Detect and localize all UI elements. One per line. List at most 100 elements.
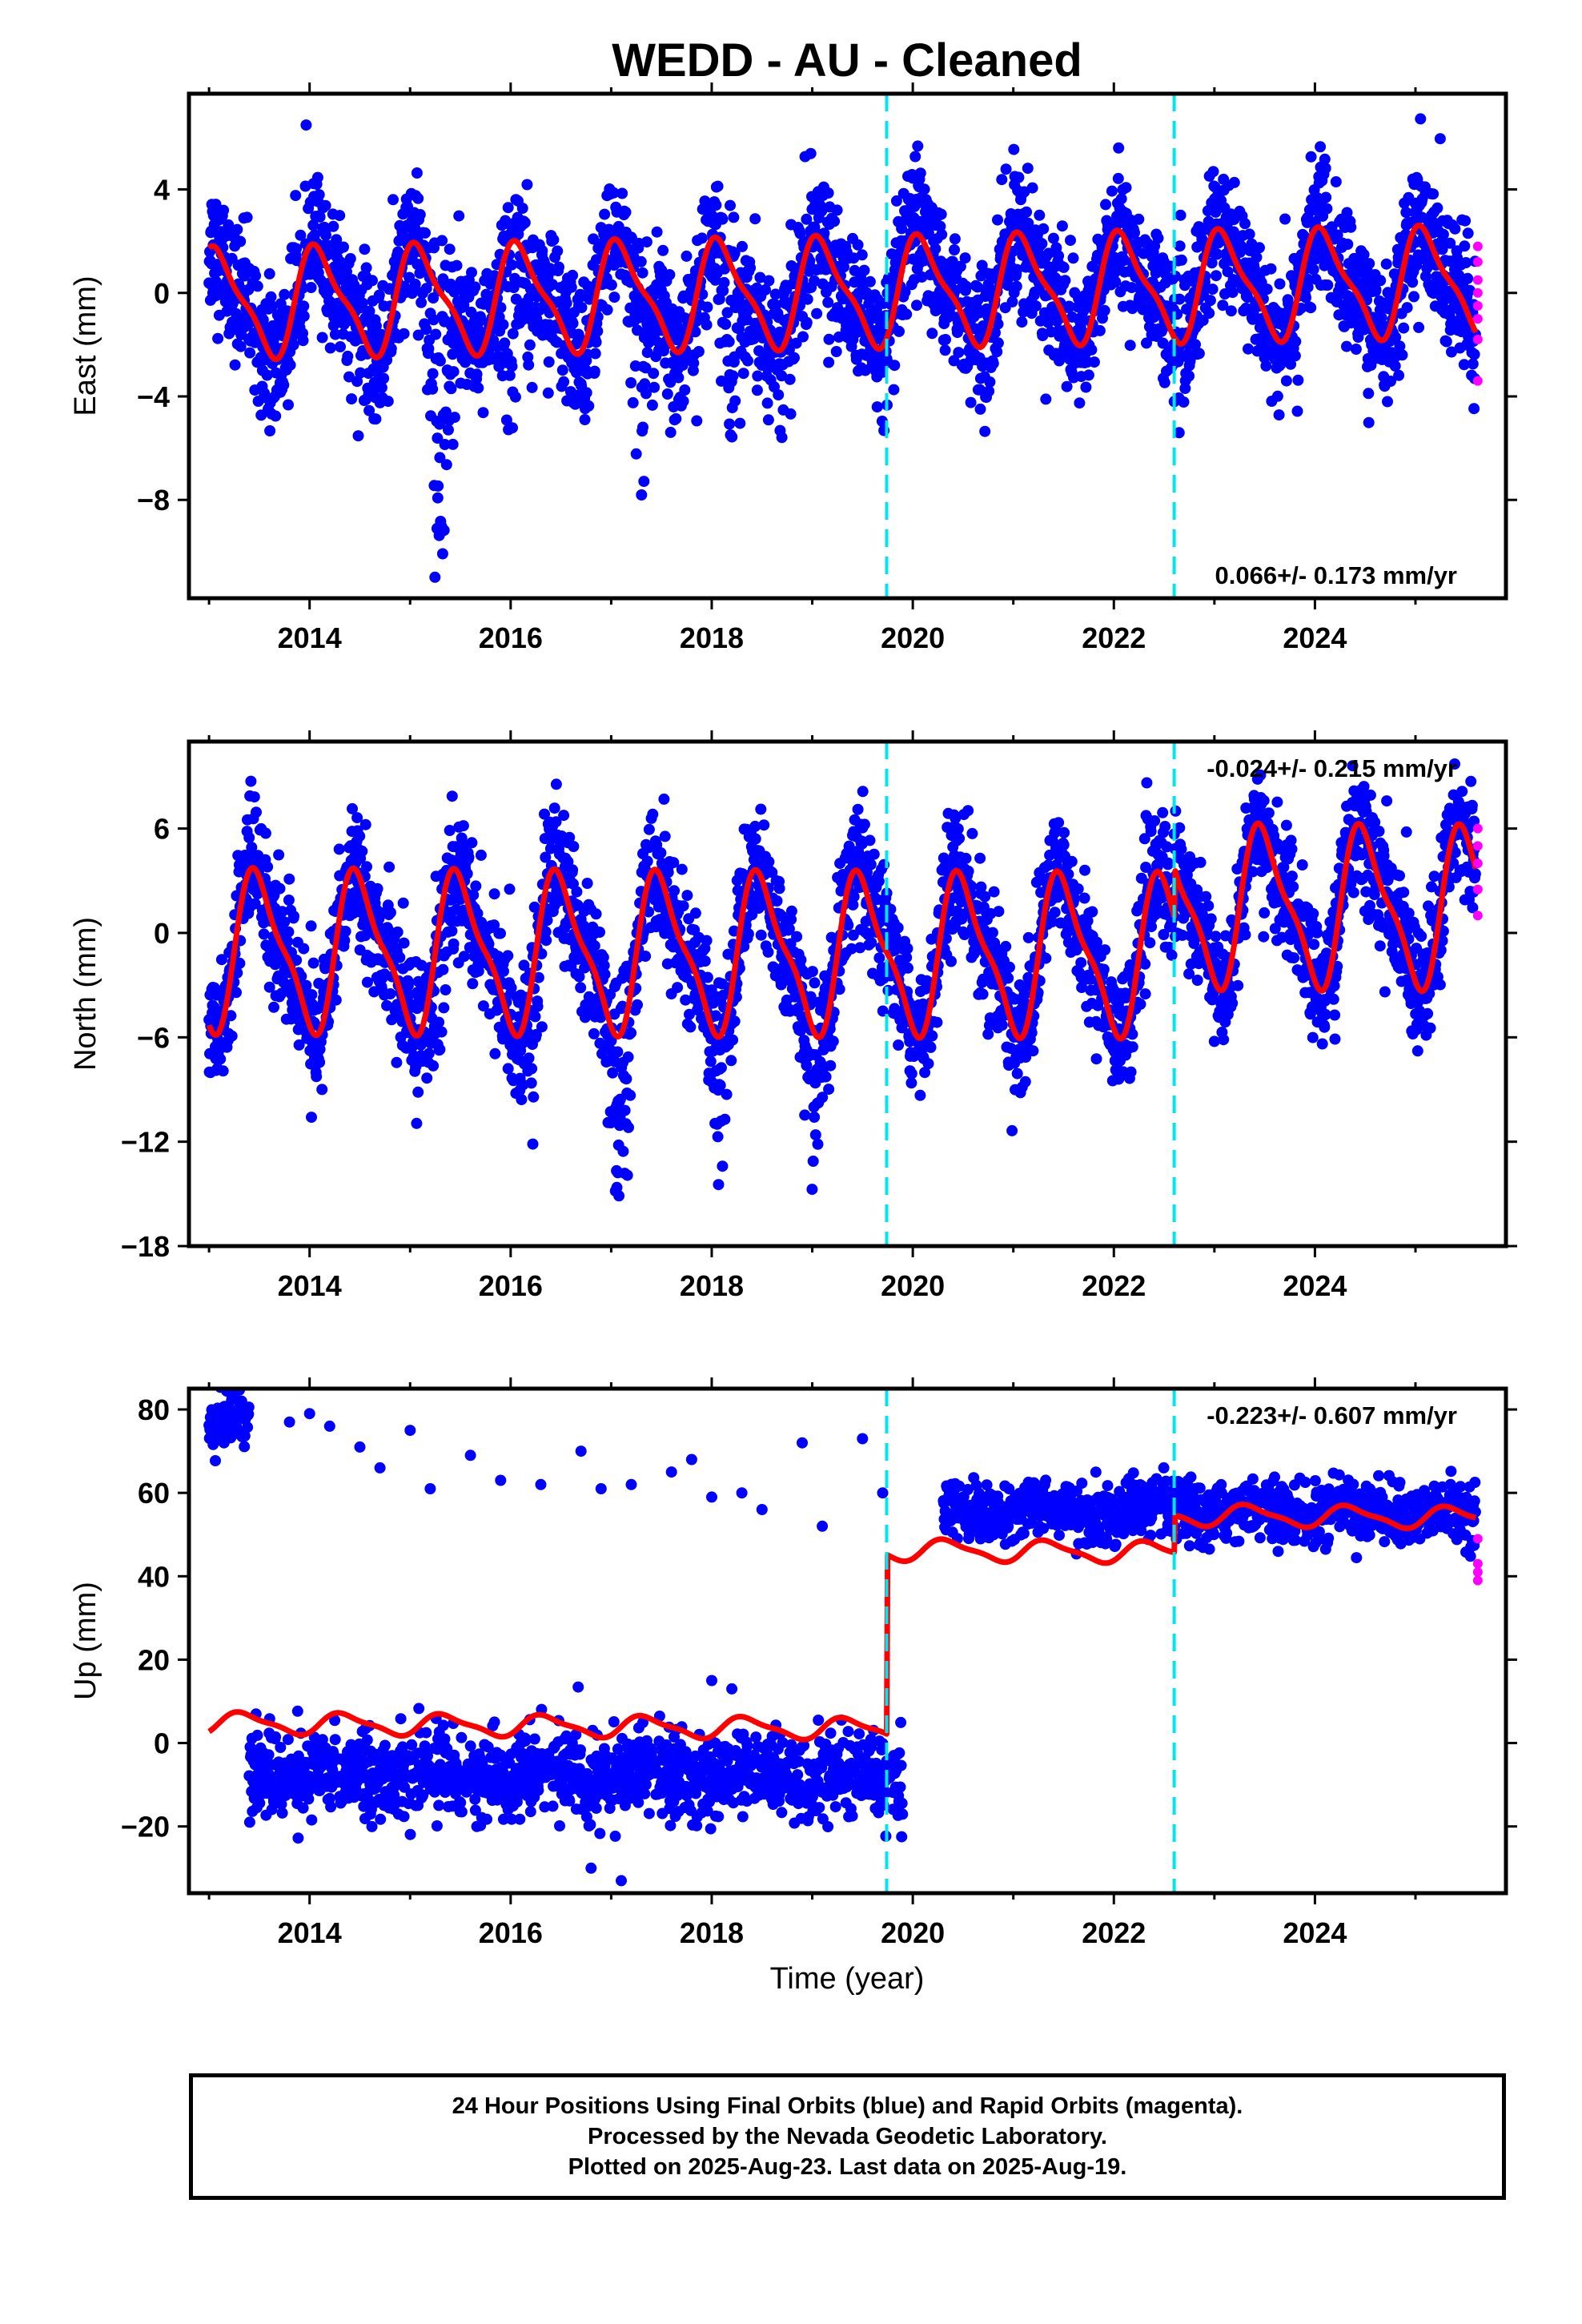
data-point: [1449, 223, 1461, 235]
data-point: [319, 199, 331, 211]
y-axis-label-east: East (mm): [69, 275, 102, 416]
data-point: [444, 825, 456, 836]
data-point: [691, 415, 703, 427]
data-point: [573, 971, 585, 983]
plot-area-east: [203, 113, 1483, 583]
data-point: [763, 856, 775, 868]
data-point: [721, 307, 733, 319]
data-point: [346, 393, 358, 405]
data-point: [712, 1131, 724, 1143]
data-point: [291, 955, 303, 966]
data-point: [562, 856, 574, 867]
data-point: [558, 376, 570, 388]
data-point: [210, 199, 222, 211]
data-point: [1129, 227, 1140, 239]
data-point: [640, 236, 652, 248]
data-point: [1254, 242, 1265, 254]
data-point: [528, 1091, 540, 1103]
data-point: [1385, 376, 1396, 387]
data-point: [438, 525, 450, 537]
data-point: [334, 210, 346, 222]
data-point: [1011, 263, 1023, 275]
data-point: [314, 211, 326, 223]
data-point: [540, 935, 552, 947]
data-point: [1341, 207, 1353, 219]
data-point: [370, 320, 382, 332]
data-point: [1242, 292, 1254, 304]
data-point: [298, 310, 310, 322]
data-point: [1460, 215, 1472, 227]
data-point: [876, 416, 888, 427]
data-point: [384, 907, 396, 919]
data-point: [1319, 153, 1331, 165]
data-point: [521, 179, 533, 191]
data-point: [502, 950, 514, 962]
x-tick-label: 2014: [278, 621, 342, 654]
data-point: [1152, 232, 1164, 244]
data-point: [745, 262, 757, 274]
data-point: [508, 282, 520, 294]
data-point: [1207, 166, 1219, 178]
data-point: [215, 1053, 227, 1065]
panel-frame: [187, 91, 1508, 601]
data-point: [1178, 396, 1190, 408]
data-point: [1464, 284, 1476, 296]
data-point: [1407, 276, 1419, 288]
data-point: [729, 395, 741, 407]
data-point: [716, 375, 727, 387]
data-point: [448, 938, 460, 950]
data-point: [1204, 295, 1216, 307]
data-point: [1307, 263, 1319, 275]
data-point: [619, 1104, 631, 1116]
data-point: [727, 370, 739, 382]
y-tick-label: −4: [137, 380, 170, 413]
data-point: [1193, 348, 1205, 360]
data-point: [1380, 258, 1392, 270]
data-point: [1446, 346, 1457, 358]
data-point: [359, 818, 371, 830]
data-point: [605, 279, 617, 291]
data-point: [701, 319, 713, 331]
data-point: [1261, 283, 1273, 296]
data-point: [820, 1071, 832, 1083]
data-point: [314, 1056, 326, 1068]
data-point: [1190, 339, 1201, 351]
data-point: [1211, 270, 1222, 282]
data-point: [268, 1001, 279, 1013]
data-point: [1088, 356, 1100, 368]
plot-area-north: [203, 758, 1483, 1202]
data-point: [265, 291, 277, 303]
data-point: [1300, 292, 1311, 304]
data-point: [524, 339, 536, 351]
data-point: [1345, 221, 1357, 233]
data-point: [1363, 388, 1375, 400]
data-point: [489, 1047, 501, 1059]
data-point: [734, 417, 746, 429]
data-point: [381, 999, 393, 1011]
data-point: [370, 413, 382, 425]
data-point: [543, 356, 555, 368]
data-point: [669, 885, 681, 897]
data-point: [659, 830, 671, 842]
data-point: [1321, 203, 1333, 215]
data-point: [635, 255, 647, 267]
data-point: [241, 211, 253, 223]
data-point: [1394, 340, 1406, 352]
data-point: [445, 383, 457, 395]
data-point: [648, 381, 661, 393]
data-point: [1126, 282, 1138, 294]
data-point: [594, 927, 605, 938]
data-point: [1206, 257, 1218, 269]
data-point: [245, 775, 257, 787]
data-point: [264, 425, 276, 436]
final-orbit-points-north: [203, 758, 1481, 1202]
data-point: [579, 414, 591, 425]
data-point: [668, 857, 680, 869]
data-point: [801, 316, 813, 328]
data-point: [516, 203, 528, 214]
data-point: [497, 319, 509, 331]
data-point: [665, 426, 677, 438]
data-point: [1061, 380, 1073, 392]
data-point: [495, 927, 506, 939]
data-point: [291, 243, 303, 255]
